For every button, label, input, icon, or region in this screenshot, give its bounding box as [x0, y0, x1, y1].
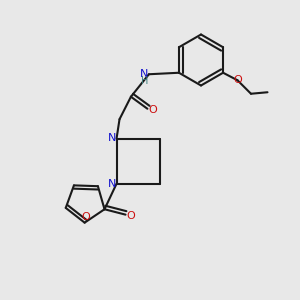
Text: N: N	[108, 179, 116, 189]
Text: O: O	[233, 75, 242, 85]
Text: O: O	[82, 212, 91, 222]
Text: N: N	[140, 69, 148, 79]
Text: N: N	[108, 133, 116, 143]
Text: O: O	[127, 211, 135, 220]
Text: O: O	[148, 105, 157, 115]
Text: H: H	[141, 76, 148, 86]
